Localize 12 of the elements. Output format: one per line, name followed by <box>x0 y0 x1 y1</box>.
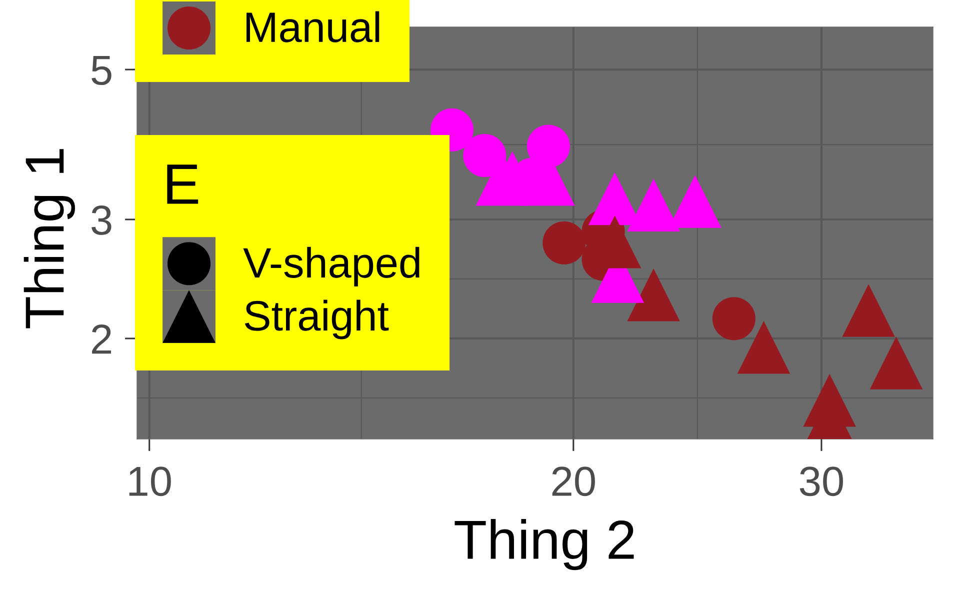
x-axis-title: Thing 2 <box>454 519 634 570</box>
legend-label: Straight <box>244 300 389 340</box>
legend-title: E <box>167 164 198 204</box>
y-tick-label: 5 <box>92 56 112 86</box>
x-tick-label: 20 <box>552 466 595 496</box>
legend-label: Manual <box>246 11 380 42</box>
y-tick-label: 2 <box>92 324 112 354</box>
legend-label: V-shaped <box>243 246 420 286</box>
y-tick-label: 3 <box>92 205 112 235</box>
x-tick-label: 30 <box>800 466 844 496</box>
x-tick-label: 10 <box>129 466 171 496</box>
y-axis-title: Thing 1 <box>24 149 75 328</box>
